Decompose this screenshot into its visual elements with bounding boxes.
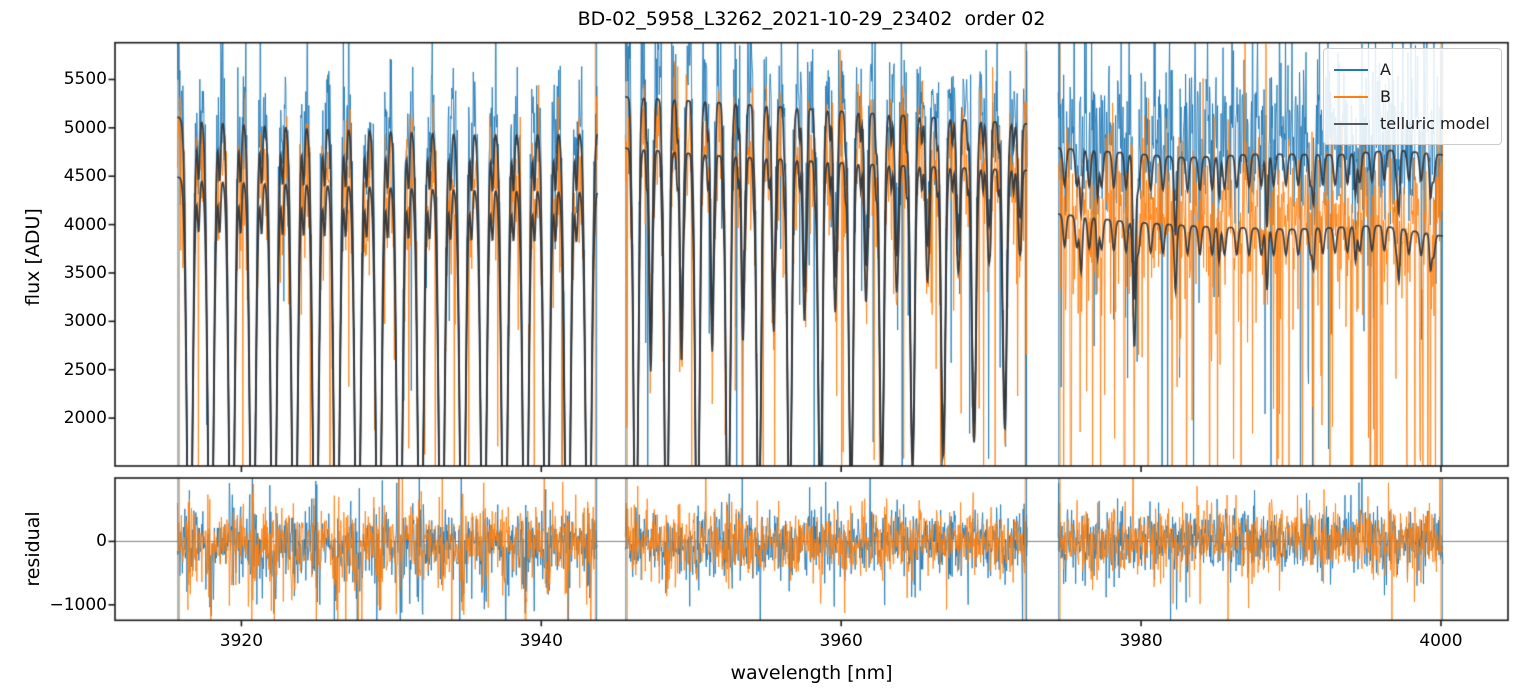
flux-tick-4000: 4000 — [63, 214, 107, 235]
legend-line-sample-A — [1334, 68, 1368, 71]
legend-entry-A: A — [1334, 56, 1491, 83]
wavelength-tick-3980: 3980 — [1119, 631, 1163, 652]
plot-title: BD-02_5958_L3262_2021-10-29_23402 order … — [577, 8, 1046, 30]
wavelength-tick-3920: 3920 — [219, 631, 264, 652]
wavelength-tick-3960: 3960 — [819, 631, 863, 652]
flux-tick-3000: 3000 — [63, 311, 107, 332]
flux-tick-3500: 3500 — [63, 262, 107, 283]
flux-tick-5500: 5500 — [63, 69, 107, 90]
legend-label: A — [1380, 60, 1391, 79]
wavelength-tick-3940: 3940 — [519, 631, 563, 652]
flux-tick-2500: 2500 — [63, 359, 107, 380]
legend-line-sample-telluric-model — [1334, 122, 1368, 125]
flux-tick-4500: 4500 — [63, 166, 107, 187]
legend-line-sample-B — [1334, 95, 1368, 98]
residual-tick-0: 0 — [96, 531, 107, 552]
flux-tick-2000: 2000 — [63, 408, 107, 429]
legend-entry-B: B — [1334, 83, 1491, 110]
legend-label: telluric model — [1380, 114, 1490, 133]
wavelength-tick-4000: 4000 — [1419, 631, 1463, 652]
legend: A B telluric model — [1323, 48, 1502, 145]
wavelength-axis-label: wavelength [nm] — [730, 662, 893, 684]
legend-label: B — [1380, 87, 1391, 106]
legend-entry-telluric-model: telluric model — [1334, 110, 1491, 137]
flux-tick-5000: 5000 — [63, 117, 107, 138]
residual-tick--1000: −1000 — [49, 594, 107, 615]
